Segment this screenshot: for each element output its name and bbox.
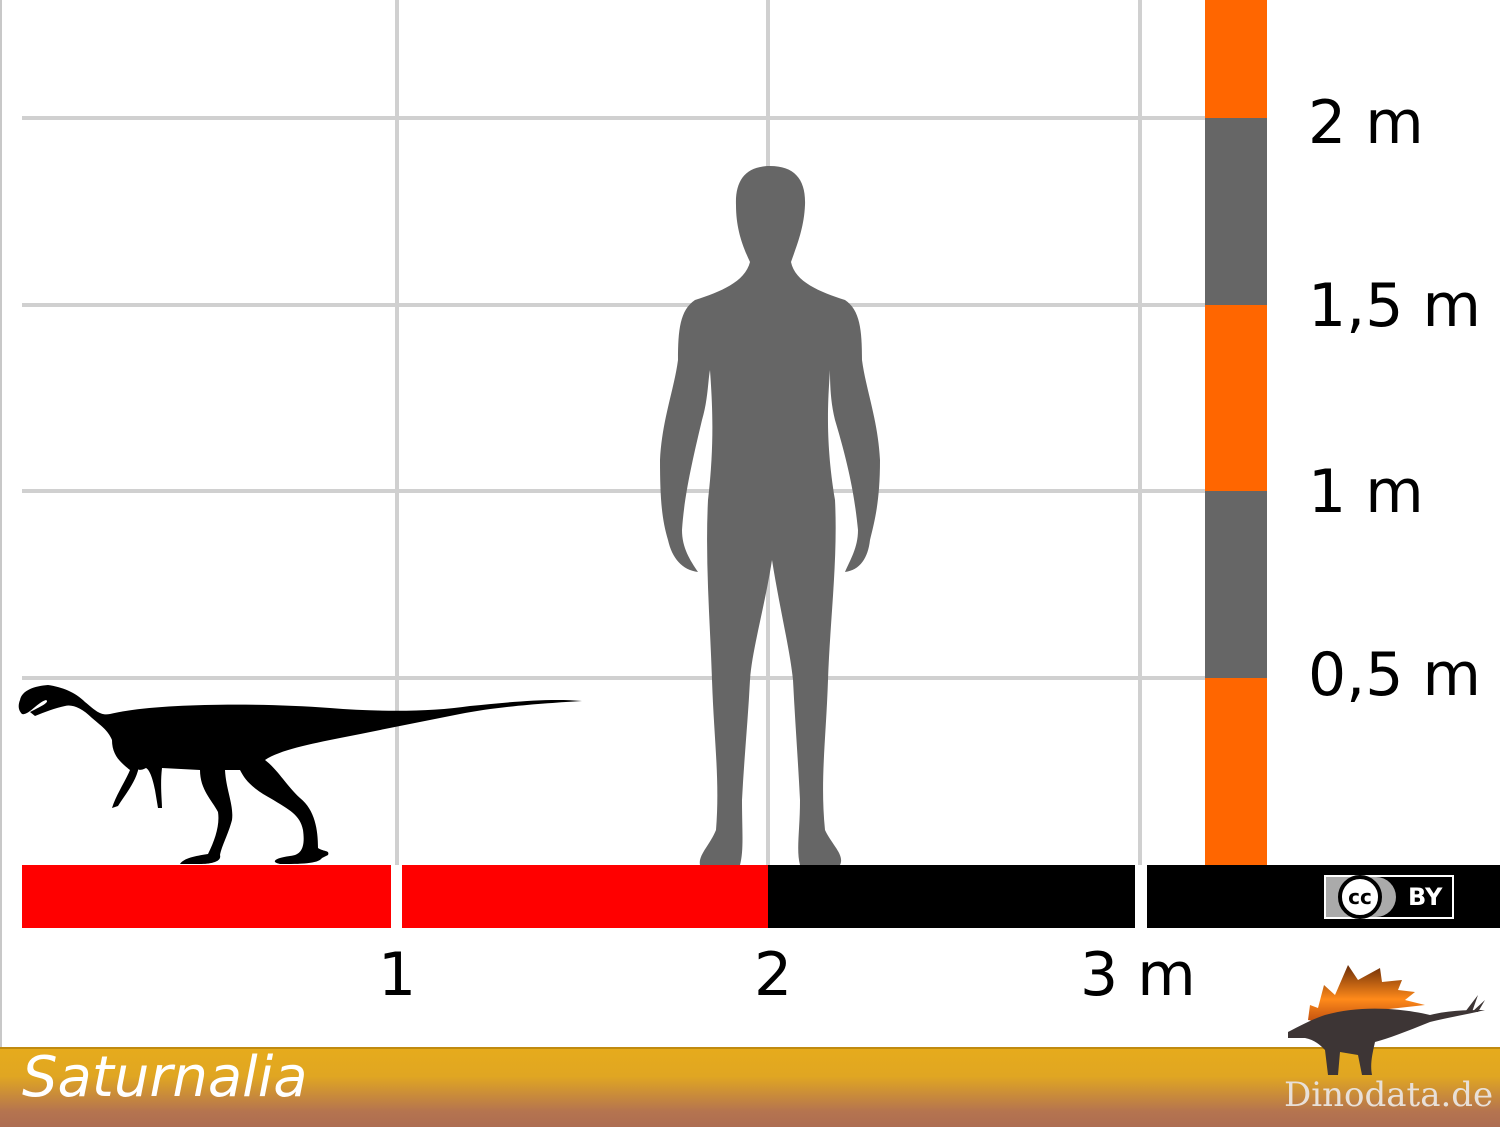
y-label-1-5m: 1,5 m bbox=[1308, 271, 1481, 341]
scale-bar-red-2 bbox=[402, 865, 768, 928]
species-name: Saturnalia bbox=[22, 1045, 308, 1110]
y-label-1m: 1 m bbox=[1308, 457, 1424, 527]
cc-by-icon: cc BY bbox=[1324, 875, 1454, 919]
y-label-0-5m: 0,5 m bbox=[1308, 640, 1481, 710]
stegosaurus-logo bbox=[1288, 965, 1485, 1075]
grid-line-0-5m bbox=[22, 676, 1205, 680]
cc-circle-icon: cc bbox=[1338, 875, 1382, 919]
x-label-2: 2 bbox=[754, 940, 793, 1010]
brand-watermark: Dinodata.de bbox=[1284, 1075, 1494, 1115]
scale-bar-black-1 bbox=[768, 865, 1135, 928]
y-label-2m: 2 m bbox=[1308, 88, 1424, 158]
height-scale-bar bbox=[1205, 0, 1267, 865]
grid-line-1m bbox=[22, 489, 1205, 493]
x-label-3m: 3 m bbox=[1080, 940, 1196, 1010]
x-label-1: 1 bbox=[378, 940, 417, 1010]
left-border bbox=[0, 0, 2, 1047]
title-banner bbox=[0, 1047, 1500, 1127]
grid-line-1-5m bbox=[22, 303, 1205, 307]
by-label: BY bbox=[1408, 883, 1443, 911]
grid-line-2m bbox=[22, 116, 1205, 120]
grid-line-x1 bbox=[395, 0, 399, 865]
scale-bar-red-1 bbox=[22, 865, 391, 928]
grid-line-x3 bbox=[1138, 0, 1142, 865]
